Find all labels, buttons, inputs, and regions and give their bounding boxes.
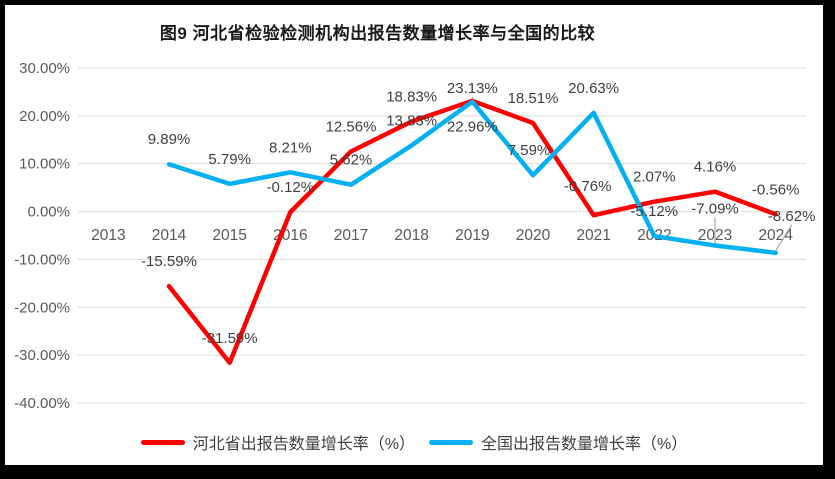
data-label: 13.83%	[386, 112, 437, 129]
y-tick-label: -10.00%	[14, 251, 70, 268]
data-label: -31.59%	[202, 330, 258, 347]
data-label: -0.56%	[752, 181, 800, 198]
chart-title: 图9 河北省检验检测机构出报告数量增长率与全国的比较	[159, 24, 596, 43]
gridlines	[78, 67, 806, 404]
series-line-1	[166, 99, 778, 256]
line-chart-plot: 30.00% 20.00% 10.00% 0.00% -10.00% -20.00% -30…	[14, 60, 815, 412]
data-label: 4.16%	[694, 159, 737, 176]
legend-label: 全国出报告数量增长率（%）	[481, 436, 688, 453]
x-tick-label: 2020	[516, 227, 551, 244]
data-label: 18.51%	[508, 90, 559, 107]
label-leader-lines	[471, 96, 793, 252]
data-label: -5.12%	[631, 203, 679, 220]
data-label: 20.63%	[568, 80, 619, 97]
y-tick-label: -30.00%	[14, 347, 70, 364]
data-label: 12.56%	[326, 118, 377, 135]
data-label: 7.59%	[508, 142, 551, 159]
data-label: 9.89%	[148, 131, 191, 148]
x-tick-label: 2019	[455, 227, 489, 244]
data-label: 5.62%	[330, 152, 373, 169]
chart-canvas: 30.00% 20.00% 10.00% 0.00% -10.00% -20.00% -30…	[5, 5, 823, 465]
chart-legend: 河北省出报告数量增长率（%） 全国出报告数量增长率（%）	[5, 430, 823, 454]
legend-label: 河北省出报告数量增长率（%）	[192, 436, 415, 453]
y-tick-label: -20.00%	[14, 299, 70, 316]
legend-line-swatch	[429, 439, 473, 445]
data-label: 8.21%	[269, 139, 312, 156]
y-tick-label: 20.00%	[19, 108, 70, 125]
legend-item: 河北省出报告数量增长率（%）	[140, 430, 415, 454]
data-label: -0.12%	[267, 179, 315, 196]
x-tick-label: 2017	[334, 227, 368, 244]
x-tick-label: 2024	[758, 227, 793, 244]
legend-line-swatch	[140, 439, 185, 445]
y-tick-label: 10.00%	[19, 156, 70, 173]
data-label: -15.59%	[141, 253, 197, 270]
data-label: 22.96%	[447, 119, 498, 136]
data-label: -7.09%	[691, 201, 739, 218]
data-label: 18.83%	[386, 88, 437, 105]
x-tick-label: 2018	[394, 227, 428, 244]
data-label: -8.62%	[768, 208, 816, 225]
x-tick-label: 2021	[576, 227, 610, 244]
y-axis-tick-labels: 30.00% 20.00% 10.00% 0.00% -10.00% -20.00% -30…	[14, 60, 70, 412]
y-tick-label: 0.00%	[27, 204, 70, 221]
data-label: -0.76%	[564, 178, 612, 195]
legend-item: 全国出报告数量增长率（%）	[429, 430, 687, 454]
x-tick-label: 2013	[91, 227, 125, 244]
x-tick-label: 2014	[152, 227, 187, 244]
x-tick-label: 2015	[212, 227, 246, 244]
data-labels: -15.59% -31.59% -0.12% 12.56% 18.83% 23.13% 18…	[141, 80, 815, 347]
y-tick-label: 30.00%	[19, 60, 70, 77]
data-label: 23.13%	[447, 80, 498, 97]
y-tick-label: -40.00%	[14, 395, 70, 412]
data-label: 5.79%	[208, 151, 251, 168]
data-label: 2.07%	[633, 169, 676, 186]
